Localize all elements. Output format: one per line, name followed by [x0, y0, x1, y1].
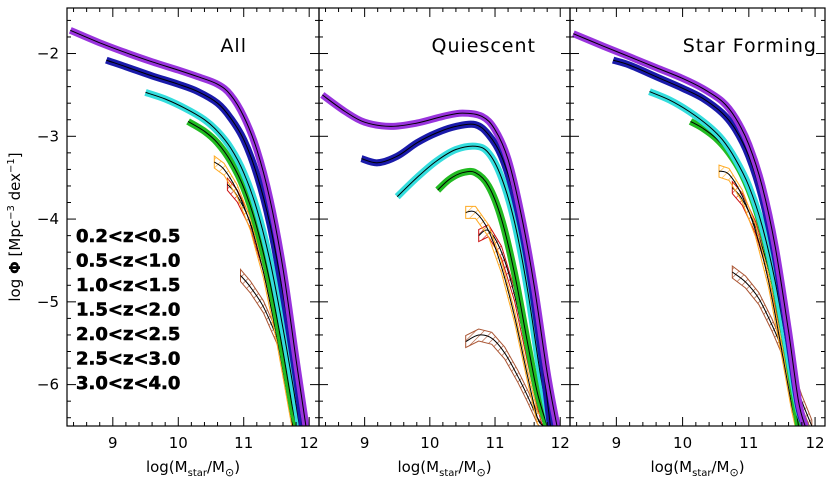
series-2p0-z-2p5-line: [465, 210, 545, 426]
y-tick-label: −2: [37, 45, 59, 63]
series-1p0-z-1p5-band: [648, 88, 809, 426]
x-tick-label: 12: [300, 434, 319, 452]
series-2p0-z-2p5: [465, 205, 545, 426]
series-1p0-z-1p5: [144, 89, 303, 426]
series-1p0-z-1p5: [648, 88, 809, 426]
y-tick-label: −4: [37, 210, 59, 228]
panel-title: Star Forming: [683, 35, 817, 57]
series-2p0-z-2p5-hatch: [718, 164, 797, 426]
series-group: [68, 27, 310, 426]
panel-quiescent: 9 10 11 12 Quiescent: [318, 7, 571, 452]
y-axis-label: log Φ [Mpc−3 dex−1]: [6, 152, 24, 301]
x-axis-label: log(Mstar/M⊙): [397, 458, 491, 479]
series-2p0-z-2p5: [718, 164, 797, 426]
series-group: [571, 30, 813, 426]
legend: 0.2<z<0.5 0.5<z<1.0 1.0<z<1.5 1.5<z<2.0 2.0<…: [76, 226, 181, 395]
x-tick-label: 11: [485, 434, 504, 452]
series-0p2-z-0p5: [320, 92, 561, 426]
x-tick-label: 9: [612, 434, 622, 452]
series-1p5-z-2p0: [186, 118, 301, 426]
legend-entry-0p5-z-1p0: 0.5<z<1.0: [76, 251, 180, 272]
x-tick-label: 11: [739, 434, 758, 452]
x-tick-label: 9: [360, 434, 370, 452]
series-1p5-z-2p0-line: [437, 170, 548, 426]
series-1p5-z-2p0: [435, 167, 551, 426]
panel-star-forming: 9 10 11 12 Star Forming: [569, 7, 826, 452]
panel-frame: [569, 7, 826, 427]
series-0p5-z-1p0-line: [106, 59, 304, 426]
x-tick-label: 10: [673, 434, 692, 452]
x-tick-label: 9: [108, 434, 118, 452]
legend-entry-0p2-z-0p5: 0.2<z<0.5: [76, 226, 180, 247]
series-1p0-z-1p5-line: [145, 91, 300, 426]
y-tick-label: −5: [37, 293, 59, 311]
legend-entry-1p5-z-2p0: 1.5<z<2.0: [76, 300, 180, 321]
series-2p0-z-2p5-hatch: [213, 154, 294, 426]
x-axis-labels: log(Mstar/M⊙) log(Mstar/M⊙) log(Mstar/M⊙): [146, 458, 745, 479]
x-tick-label: 12: [806, 434, 825, 452]
series-1p0-z-1p5: [394, 142, 554, 426]
y-tick-label: −6: [37, 376, 59, 394]
legend-entry-3p0-z-4p0: 3.0<z<4.0: [76, 373, 180, 394]
legend-entry-2p0-z-2p5: 2.0<z<2.5: [76, 324, 180, 345]
series-0p2-z-0p5: [571, 30, 809, 426]
panel-all: 9 10 11 12 −2 −3 −4 −5 −6 All: [37, 7, 320, 452]
series-2p0-z-2p5-hatch: [465, 205, 545, 426]
x-tick-label: 12: [551, 434, 570, 452]
legend-entry-1p0-z-1p5: 1.0<z<1.5: [76, 275, 180, 296]
series-0p2-z-0p5-line: [70, 29, 307, 426]
x-axis-label: log(Mstar/M⊙): [650, 458, 744, 479]
series-1p0-z-1p5-band: [394, 142, 554, 426]
panel-title: All: [220, 35, 247, 57]
series-1p0-z-1p5-line: [396, 145, 551, 426]
series-2p0-z-2p5-line: [718, 170, 797, 426]
series-0p2-z-0p5-line: [322, 94, 558, 426]
legend-entry-2p5-z-3p0: 2.5<z<3.0: [76, 349, 180, 370]
x-tick-label: 10: [169, 434, 188, 452]
x-axis-label: log(Mstar/M⊙): [146, 458, 240, 479]
y-tick-label: −3: [37, 127, 59, 145]
series-group: [320, 92, 561, 426]
x-tick-label: 11: [234, 434, 253, 452]
series-0p5-z-1p0: [105, 56, 307, 426]
panel-title: Quiescent: [432, 35, 537, 57]
x-tick-label: 10: [420, 434, 439, 452]
series-1p5-z-2p0-line: [187, 120, 298, 426]
series-0p2-z-0p5: [68, 27, 310, 426]
series-0p2-z-0p5-line: [573, 33, 806, 426]
